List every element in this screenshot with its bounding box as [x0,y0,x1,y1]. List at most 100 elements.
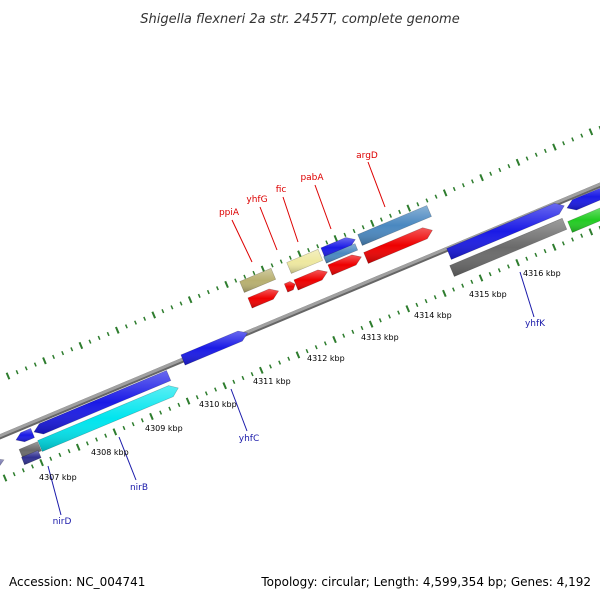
inner-tick-35 [323,341,327,346]
outer-tick-64 [588,128,594,136]
gene-blue-upper-long-shading [33,370,172,435]
inner-tick-17 [159,410,163,415]
leader-argD [367,161,386,208]
gene-label-argD[interactable]: argD [356,151,378,161]
outer-tick-4 [42,357,47,365]
outer-tick-25 [234,278,238,283]
outer-tick-24 [224,280,229,289]
tick-label-4313: 4313 kbp [361,333,399,342]
inner-tick-48 [442,289,447,297]
gene-red-argD-shading [363,227,433,264]
gene-red-pabA[interactable] [327,254,362,276]
gene-label-ppiA[interactable]: ppiA [219,208,240,218]
gene-red-ppiA[interactable] [247,288,280,309]
gene-label-yhfK[interactable]: yhfK [525,319,546,329]
outer-tick-27 [252,270,256,276]
gene-red-pabA-shading [327,254,362,276]
outer-tick-32 [297,250,302,258]
gene-blue-yhfC-shading [180,330,249,366]
gene-khaki-ppiA[interactable] [239,267,277,293]
tick-label-4311: 4311 kbp [253,377,291,386]
inner-tick-65 [598,225,600,230]
outer-tick-26 [243,274,247,279]
gene-yellow-fic[interactable] [286,248,324,274]
inner-tick-55 [506,264,510,269]
inner-tick-40 [368,320,374,328]
gene-steel-pabA[interactable] [323,243,359,264]
inner-tick-19 [177,402,181,408]
leader-yhfC [230,388,248,432]
gene-red-yhfG-shading [283,281,296,293]
gene-label-yhfC[interactable]: yhfC [239,434,259,444]
inner-tick-52 [478,274,484,282]
inner-tick-0 [2,474,8,482]
gene-blue-pabA-shading [320,237,356,259]
gene-blue-pabA[interactable] [320,237,356,259]
inner-tick-33 [305,348,309,354]
gene-gray-nirD[interactable] [18,441,42,459]
leader-nirB [118,436,137,481]
inner-tick-56 [515,259,520,267]
leader-pabA [314,184,332,230]
outer-tick-19 [179,301,183,306]
gene-red-argD[interactable] [363,227,433,264]
tick-label-4308: 4308 kbp [91,448,129,457]
outer-tick-18 [170,305,174,310]
gene-blue-yhfC[interactable] [180,330,249,366]
inner-tick-41 [378,318,382,323]
outer-tick-17 [161,309,165,314]
gene-steel-argD[interactable] [357,205,432,246]
gene-blue-right-edge[interactable] [566,184,600,211]
outer-tick-37 [343,232,347,237]
ruler-tick-labels: 4307 kbp 4308 kbp 4309 kbp 4310 kbp 4311… [39,269,561,482]
gene-steel-argD-shading [357,205,432,246]
map-title: Shigella flexneri 2a str. 2457T, complet… [140,12,459,27]
inner-tick-1 [12,472,16,477]
outer-tick-10 [97,335,101,340]
inner-tick-42 [387,314,391,319]
gene-blue-upper-long[interactable] [33,370,172,435]
inner-tick-29 [268,364,272,369]
gene-red-yhfG[interactable] [283,281,296,293]
gene-blue-yhfK-upper-shading [446,202,565,260]
inner-tick-60 [551,243,557,251]
gene-label-nirB[interactable]: nirB [130,483,148,493]
inner-tick-9 [85,441,89,446]
gene-label-yhfG[interactable]: yhfG [246,195,267,205]
outer-tick-52 [479,173,484,182]
inner-tick-51 [470,279,474,284]
gene-red-fic[interactable] [293,269,328,291]
inner-tick-54 [497,268,501,273]
inner-tick-21 [195,395,199,400]
outer-tick-51 [471,179,474,184]
outer-tick-45 [416,202,420,207]
outer-tick-34 [316,244,320,249]
outer-tick-22 [206,289,210,295]
outer-tick-20 [187,296,193,304]
leader-fic [282,196,299,243]
gene-label-nirD[interactable]: nirD [53,517,72,527]
gene-blue-yhfK-upper[interactable] [446,202,565,260]
tick-label-4316: 4316 kbp [523,269,561,278]
gene-label-fic[interactable]: fic [276,185,287,195]
gene-red-fic-shading [293,269,328,291]
gene-label-pabA[interactable]: pabA [300,173,324,183]
label-leader-lines [47,161,535,516]
tick-label-4315: 4315 kbp [469,290,507,299]
gene-labels: ppiA yhfG fic pabA argD nirD nirB yhfC y… [53,151,547,527]
inner-tick-7 [67,448,71,454]
gene-gray-yhfK[interactable] [449,217,568,277]
inner-tick-15 [140,418,144,423]
gene-blue-small-left[interactable] [15,428,35,443]
leader-nirD [47,465,62,516]
gene-green-right-edge[interactable] [567,207,600,233]
gene-purple-far-left[interactable] [0,458,5,474]
outer-tick-30 [279,259,283,264]
gene-cyan-nirB[interactable] [37,385,179,452]
outer-tick-21 [197,293,201,299]
outer-tick-5 [52,354,56,360]
inner-tick-31 [287,356,291,361]
gene-khaki-ppiA-shading [239,267,277,293]
gene-navy-nirD[interactable] [21,450,42,466]
tick-label-4312: 4312 kbp [307,354,345,363]
